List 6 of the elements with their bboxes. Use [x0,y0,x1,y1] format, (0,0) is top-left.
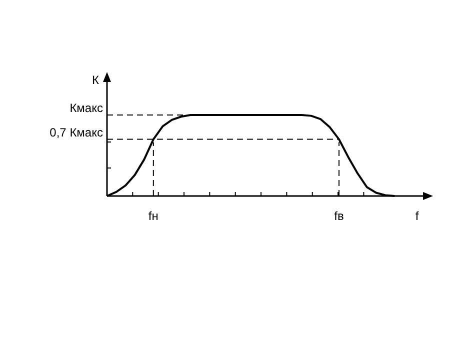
ref-line-label: Кмакс [70,101,103,115]
x-tick-label: fн [148,209,158,223]
y-axis-title: К [92,73,99,87]
x-tick-label: fв [334,209,344,223]
ref-line-label: 0,7 Кмакс [50,125,103,140]
x-axis-title: f [415,209,420,223]
